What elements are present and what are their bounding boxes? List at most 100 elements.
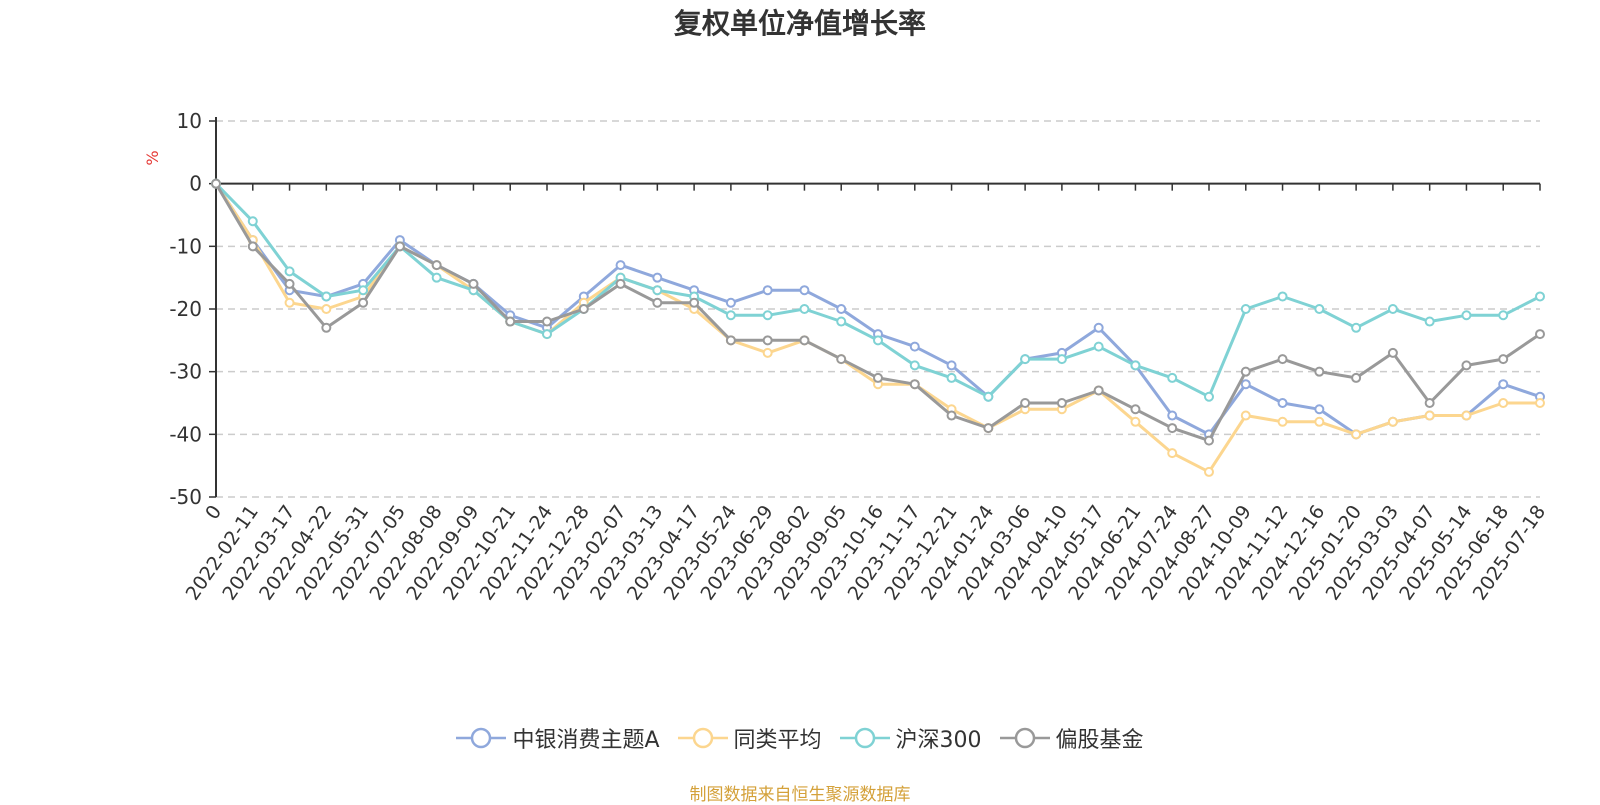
series-point — [1424, 316, 1435, 327]
series-point — [211, 178, 221, 189]
series-point — [689, 297, 700, 308]
series-point — [652, 285, 663, 296]
series-point — [284, 278, 295, 289]
series-point — [394, 241, 405, 252]
legend-item[interactable]: 沪深300 — [839, 722, 982, 754]
series-point — [247, 216, 258, 227]
series-point — [1277, 291, 1288, 302]
series-point — [1535, 291, 1545, 302]
series-point — [946, 360, 957, 371]
series-point — [321, 322, 332, 333]
y-unit-label: % — [143, 150, 162, 165]
series-point — [1020, 354, 1031, 365]
series-point — [615, 260, 626, 271]
series-point — [1277, 354, 1288, 365]
series-point — [1130, 360, 1141, 371]
series-point — [358, 297, 369, 308]
series-point — [836, 304, 847, 314]
series-point — [284, 297, 295, 308]
series-point — [1351, 429, 1362, 440]
series-point — [762, 310, 773, 321]
legend-label: 沪深300 — [895, 728, 982, 753]
series-point — [321, 304, 332, 314]
series-point — [1351, 372, 1362, 383]
series-point — [284, 266, 295, 277]
series-point — [1056, 398, 1067, 408]
series-point — [1240, 379, 1251, 390]
y-tick-label: -30 — [169, 360, 202, 384]
legend-swatch-icon — [677, 727, 728, 749]
series-point — [1498, 398, 1509, 408]
series-point — [1387, 416, 1398, 427]
series-point — [1240, 410, 1251, 421]
series-line — [214, 182, 1540, 474]
series-point — [1314, 404, 1325, 415]
series-point — [799, 304, 810, 314]
axes — [209, 117, 1541, 498]
series-point — [1314, 416, 1325, 427]
series-point — [247, 241, 258, 252]
series-point — [1351, 322, 1362, 333]
series-point — [542, 316, 552, 327]
series-point — [1461, 360, 1472, 371]
series-line — [214, 182, 1541, 443]
series-point — [1535, 329, 1545, 340]
legend-swatch-icon — [839, 727, 890, 749]
series-point — [1167, 448, 1178, 459]
series-point — [946, 372, 957, 383]
series-point — [1277, 398, 1288, 408]
series-line — [214, 182, 1541, 399]
series-point — [652, 297, 663, 308]
legend-label: 偏股基金 — [1055, 728, 1144, 753]
series-point — [873, 335, 883, 346]
series-point — [431, 260, 442, 271]
series-point — [578, 304, 589, 314]
series-point — [1093, 341, 1104, 352]
series-point — [873, 372, 883, 383]
series-point — [762, 347, 773, 358]
series-point — [909, 341, 920, 352]
source-note: 制图数据来自恒生聚源数据库 — [689, 785, 911, 805]
series-point — [836, 354, 847, 365]
series-point — [615, 278, 626, 289]
grid-lines — [216, 120, 1540, 498]
legend-item[interactable]: 中银消费主题A — [456, 722, 660, 754]
series-point — [762, 335, 773, 346]
series-point — [1093, 322, 1104, 333]
series-point — [799, 285, 810, 296]
y-tick-label: 0 — [189, 172, 202, 196]
y-tick-label: -50 — [169, 485, 202, 509]
y-tick-label: -20 — [169, 297, 202, 321]
series-point — [1387, 304, 1398, 314]
series-point — [1240, 366, 1251, 377]
series-point — [1424, 410, 1435, 421]
legend-item[interactable]: 偏股基金 — [999, 722, 1144, 754]
series-point — [725, 310, 736, 321]
series-point — [725, 297, 736, 308]
series-point — [1535, 398, 1545, 408]
legend-item[interactable]: 同类平均 — [677, 722, 822, 754]
series-point — [836, 316, 847, 327]
series-point — [1130, 416, 1141, 427]
legend: 中银消费主题A 同类平均 沪深300 偏股基金 — [0, 722, 1600, 754]
legend-label: 同类平均 — [733, 728, 822, 753]
series-point — [983, 391, 994, 402]
legend-swatch-icon — [456, 727, 507, 749]
series-point — [1277, 416, 1288, 427]
series-point — [1167, 423, 1178, 434]
series-point — [1093, 385, 1104, 396]
series-point — [652, 272, 663, 283]
series-point — [1461, 310, 1472, 321]
series-point — [1056, 354, 1067, 365]
series-point — [983, 423, 994, 434]
series-point — [1314, 304, 1325, 314]
y-tick-label: -40 — [169, 422, 202, 446]
series-point — [946, 410, 957, 421]
series-point — [1387, 347, 1398, 358]
series-point — [1498, 379, 1509, 390]
series-point — [762, 285, 773, 296]
series-point — [1167, 410, 1178, 421]
series-point — [431, 272, 442, 283]
series-point — [1498, 310, 1509, 321]
